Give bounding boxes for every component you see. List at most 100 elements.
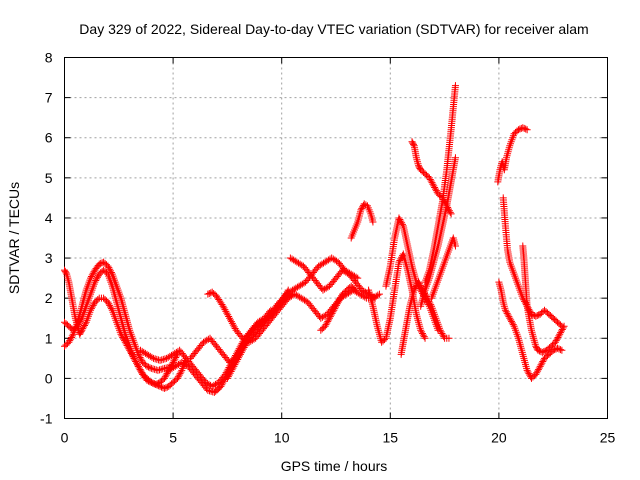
x-tick-label: 5 — [169, 430, 177, 446]
data-point — [162, 384, 170, 392]
data-point — [429, 180, 437, 188]
data-point — [330, 306, 338, 314]
data-point — [415, 278, 423, 286]
data-point — [151, 365, 159, 373]
data-point — [322, 321, 330, 329]
data-point — [137, 367, 145, 375]
data-point — [149, 365, 157, 373]
data-point — [156, 356, 164, 364]
data-point — [74, 321, 82, 329]
x-tick-label: 25 — [600, 430, 616, 446]
data-point — [146, 364, 154, 372]
x-tick-label: 10 — [274, 430, 290, 446]
data-point — [555, 345, 563, 353]
data-point — [91, 278, 99, 286]
data-point — [153, 380, 161, 388]
data-point — [357, 206, 365, 214]
data-point — [66, 337, 74, 345]
data-point — [135, 364, 143, 372]
x-axis-label: GPS time / hours — [281, 458, 388, 474]
data-point — [507, 317, 515, 325]
y-tick-label: -1 — [40, 411, 53, 427]
data-point — [104, 262, 112, 270]
axis-ticks: 0 5 10 15 20 25 -1 0 1 2 3 4 5 6 7 8 — [40, 50, 615, 446]
data-point — [163, 370, 171, 378]
data-point — [410, 286, 418, 294]
data-point — [80, 321, 88, 329]
data-point — [506, 314, 514, 322]
plot-frame — [64, 57, 608, 419]
data-point — [425, 174, 433, 182]
data-point — [104, 298, 112, 306]
data-point — [332, 303, 340, 311]
data-point — [144, 363, 152, 371]
data-point — [131, 356, 139, 364]
data-point — [89, 301, 97, 309]
data-point — [162, 371, 170, 379]
data-point — [519, 124, 527, 132]
data-point — [156, 366, 164, 374]
data-point — [536, 362, 544, 370]
data-point — [94, 273, 102, 281]
data-point — [132, 358, 140, 366]
data-point — [552, 337, 560, 345]
data-point — [130, 354, 138, 362]
data-point — [369, 218, 377, 226]
data-point — [133, 359, 141, 367]
data-point — [107, 303, 115, 311]
y-axis-label: SDTVAR / TECUs — [6, 182, 22, 294]
data-point — [551, 338, 559, 346]
data-point — [135, 352, 143, 360]
data-point — [174, 373, 182, 381]
data-point — [323, 319, 331, 327]
data-point — [426, 175, 434, 183]
data-point — [509, 321, 517, 329]
data-point — [501, 306, 509, 314]
data-point — [555, 332, 563, 340]
data-point — [439, 331, 447, 339]
data-point — [556, 346, 564, 354]
data-point — [325, 314, 333, 322]
data-point — [205, 387, 213, 395]
data-point — [421, 334, 429, 342]
data-point — [361, 293, 369, 301]
data-point — [398, 220, 406, 228]
y-tick-label: 2 — [45, 290, 53, 306]
data-point — [432, 187, 440, 195]
data-point — [68, 332, 76, 340]
data-point — [537, 361, 545, 369]
data-point — [447, 210, 455, 218]
data-markers — [61, 82, 568, 396]
data-point — [159, 355, 167, 363]
data-point — [160, 384, 168, 392]
data-point — [326, 313, 334, 321]
data-point — [395, 214, 403, 222]
data-point — [514, 126, 522, 134]
data-point — [324, 317, 332, 325]
x-tick-label: 15 — [383, 430, 399, 446]
data-point — [321, 322, 329, 330]
data-point — [204, 290, 212, 298]
data-point — [411, 285, 419, 293]
data-point — [76, 317, 84, 325]
data-point — [80, 323, 88, 331]
data-point — [161, 373, 169, 381]
data-point — [332, 301, 340, 309]
data-point — [153, 355, 161, 363]
x-tick-label: 20 — [491, 430, 507, 446]
data-point — [428, 179, 436, 187]
data-point — [558, 346, 566, 354]
data-point — [158, 356, 166, 364]
data-point — [534, 346, 542, 354]
data-point — [520, 124, 528, 132]
data-point — [204, 386, 212, 394]
data-point — [557, 329, 565, 337]
data-point — [331, 305, 339, 313]
data-point — [532, 312, 540, 320]
data-point — [95, 260, 103, 268]
series-track-21 — [495, 278, 566, 382]
data-point — [88, 271, 96, 279]
data-point — [409, 140, 417, 148]
data-point — [207, 289, 215, 297]
data-point — [420, 333, 428, 341]
